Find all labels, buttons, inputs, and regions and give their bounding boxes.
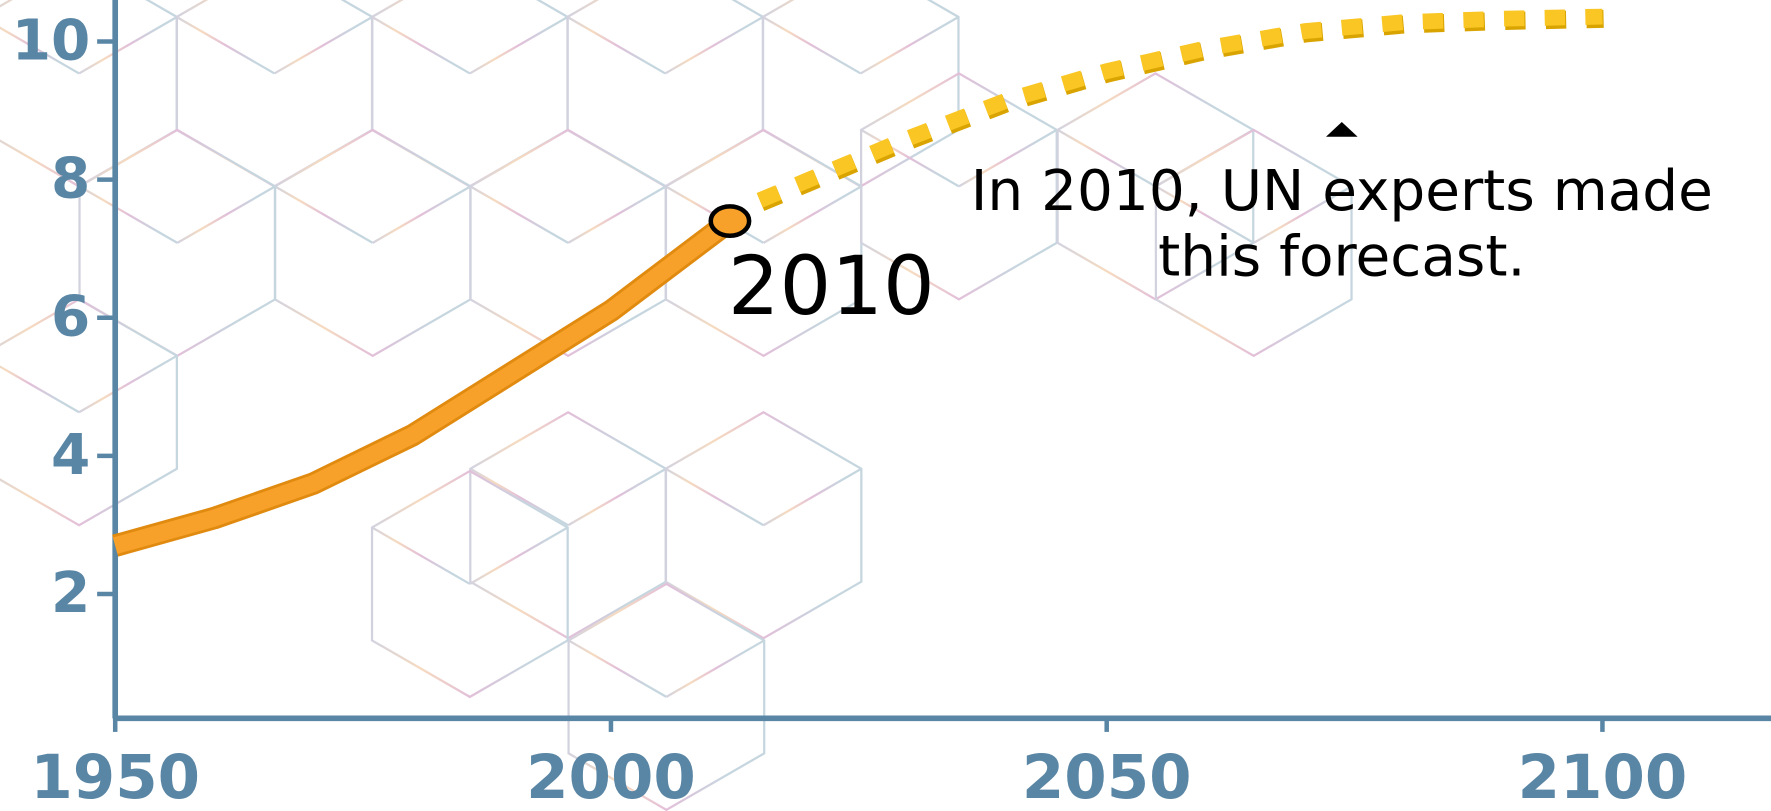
hexagon-edge: [566, 15, 666, 75]
annotation-text: In 2010, UN experts made: [971, 159, 1713, 224]
hexagon-edge: [78, 354, 178, 414]
x-tick-label: 2000: [526, 742, 696, 811]
hexagon-edge: [1057, 128, 1157, 188]
hexagon-edge: [469, 526, 569, 585]
hexagon-edge: [469, 15, 569, 75]
hexagon-edge: [78, 15, 178, 75]
y-tick-label: 2: [51, 561, 90, 626]
hexagon-edge: [372, 185, 472, 244]
hexagon-edge: [0, 365, 80, 414]
axes: 2 4 6 8 10 1950 2000 2050 2100: [12, 0, 1771, 811]
hexagon-edge: [568, 639, 667, 698]
x-tick-label: 2100: [1518, 742, 1688, 811]
y-tick-label: 10: [12, 8, 91, 73]
hexagon-edge: [0, 26, 80, 75]
hexagon-edge: [371, 526, 471, 585]
hexagon-edge: [469, 185, 569, 244]
annotation-text: this forecast.: [1158, 224, 1525, 289]
hexagon-edge: [273, 15, 373, 75]
line-outline: [112, 212, 737, 557]
hexagon-edge: [1155, 185, 1255, 244]
marker-label: 2010: [728, 240, 935, 334]
hexagon-edge: [860, 128, 960, 188]
hexagon-edge: [958, 128, 1058, 188]
background-pattern: [0, 0, 1353, 811]
hexagon-edge: [665, 639, 765, 698]
x-tick-label: 2050: [1022, 742, 1192, 811]
y-tick-label: 8: [51, 146, 90, 211]
hexagon-edge: [567, 467, 667, 527]
hexagon-edge: [567, 185, 667, 244]
hexagon-edge: [1253, 185, 1353, 244]
hexagon-edge: [371, 15, 471, 75]
forecast-line: [756, 8, 1603, 208]
hexagon-edge: [176, 185, 276, 244]
hexagon-edge: [665, 467, 765, 527]
y-tick-label: 6: [51, 285, 90, 350]
hexagon-edge: [762, 467, 862, 527]
hexagon-edge: [664, 15, 764, 75]
hexagon-edge: [176, 15, 276, 75]
x-tick-label: 1950: [30, 742, 200, 811]
hexagon-edge: [762, 15, 862, 75]
hexagon-edge: [860, 15, 960, 75]
endpoint-marker: [708, 204, 752, 238]
annotation-arrow: [1325, 122, 1358, 137]
y-tick-label: 4: [51, 423, 90, 488]
historical-line: [112, 214, 736, 554]
hexagon-edge: [762, 185, 862, 244]
hexagon-edge: [78, 185, 178, 244]
hexagon-edge: [469, 467, 569, 527]
hexagon-edge: [274, 185, 374, 244]
